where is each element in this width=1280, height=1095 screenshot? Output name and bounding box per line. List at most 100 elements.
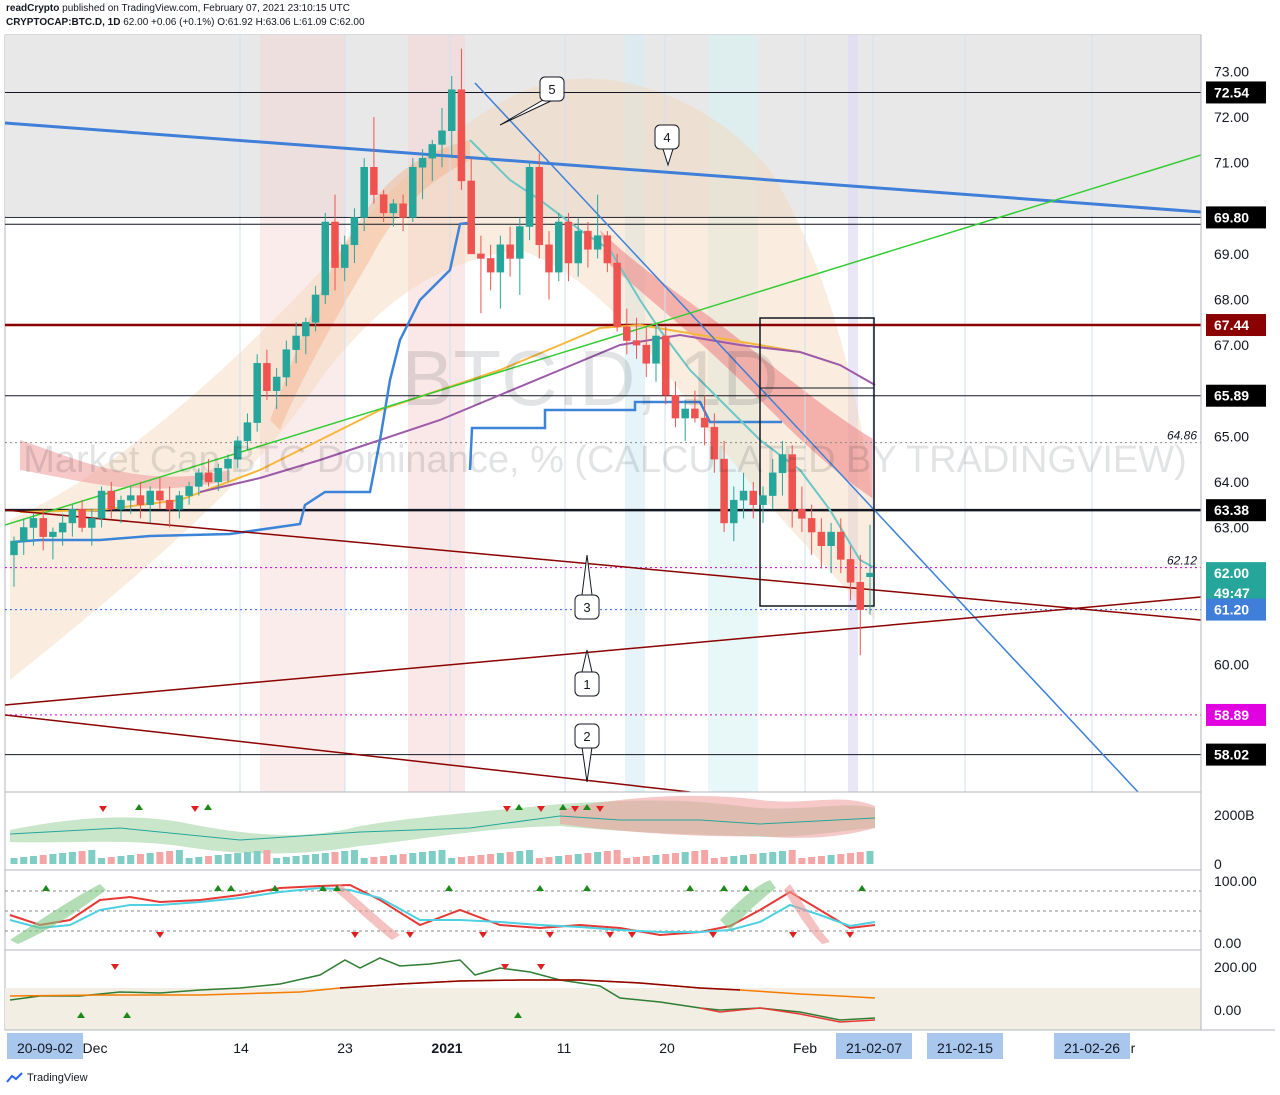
callout-2[interactable]: 2	[574, 723, 600, 783]
candle-body[interactable]	[720, 458, 728, 524]
candle-body[interactable]	[798, 509, 806, 519]
candle-body[interactable]	[457, 89, 466, 182]
tradingview-footer[interactable]: TradingView	[6, 1072, 88, 1084]
candle-body[interactable]	[117, 499, 125, 510]
candle-body[interactable]	[389, 203, 398, 214]
candle-body[interactable]	[224, 458, 232, 469]
candle-body[interactable]	[370, 166, 378, 195]
candle-body[interactable]	[428, 144, 437, 159]
candle-body[interactable]	[185, 486, 193, 496]
candle-body[interactable]	[730, 499, 738, 524]
candle-body[interactable]	[661, 335, 670, 396]
candle-body[interactable]	[778, 454, 787, 474]
candle-body[interactable]	[29, 518, 38, 528]
candle-body[interactable]	[272, 376, 281, 391]
candle-body[interactable]	[204, 472, 213, 483]
candle-body[interactable]	[10, 540, 18, 556]
candle-body[interactable]	[535, 166, 544, 246]
author-name[interactable]: readCrypto	[6, 3, 60, 14]
candle-body[interactable]	[632, 340, 641, 346]
candle-body[interactable]	[302, 322, 310, 337]
candle-body[interactable]	[19, 527, 28, 542]
candle-body[interactable]	[525, 166, 534, 227]
candle-body[interactable]	[156, 490, 164, 501]
candle-body[interactable]	[516, 226, 524, 259]
candle-body[interactable]	[214, 467, 223, 483]
candle-body[interactable]	[49, 531, 57, 537]
candle-body[interactable]	[545, 244, 553, 273]
candle-body[interactable]	[126, 495, 135, 501]
candle-body[interactable]	[623, 326, 631, 341]
candle-body[interactable]	[399, 203, 407, 218]
projection-box[interactable]	[759, 317, 875, 607]
candle-body[interactable]	[846, 559, 855, 583]
callout-1[interactable]: 1	[574, 649, 600, 697]
candle-body[interactable]	[759, 495, 767, 505]
candle-body[interactable]	[817, 531, 826, 546]
candle-body[interactable]	[282, 349, 291, 378]
candle-body[interactable]	[136, 495, 145, 505]
candle-body[interactable]	[88, 518, 96, 528]
candle-body[interactable]	[856, 581, 865, 610]
candle-body[interactable]	[418, 157, 427, 168]
candle-body[interactable]	[652, 335, 660, 364]
candle-body[interactable]	[58, 522, 67, 533]
candle-body[interactable]	[866, 572, 874, 578]
candle-body[interactable]	[253, 363, 261, 423]
candle-body[interactable]	[486, 258, 495, 273]
candle-body[interactable]	[739, 490, 748, 501]
candle-body[interactable]	[97, 490, 106, 519]
candle-body[interactable]	[438, 130, 446, 145]
candle-body[interactable]	[681, 408, 689, 419]
candle-body[interactable]	[292, 335, 300, 350]
candle-body[interactable]	[788, 454, 796, 510]
candle-body[interactable]	[603, 235, 612, 264]
candle-body[interactable]	[700, 417, 709, 428]
candle-body[interactable]	[642, 344, 651, 364]
candle-body[interactable]	[613, 262, 621, 328]
candle-body[interactable]	[807, 518, 816, 533]
candle-body[interactable]	[311, 294, 320, 323]
candle-body[interactable]	[496, 244, 505, 273]
candle-body[interactable]	[331, 221, 339, 268]
candle-body[interactable]	[165, 499, 174, 510]
candle-body[interactable]	[263, 363, 271, 391]
candle-body[interactable]	[768, 472, 777, 496]
candle-body[interactable]	[175, 495, 184, 510]
candle-body[interactable]	[593, 235, 602, 250]
price-axis[interactable]	[1201, 35, 1275, 1030]
candle-body[interactable]	[68, 509, 77, 524]
candle-body[interactable]	[827, 531, 835, 546]
candle-body[interactable]	[107, 490, 116, 510]
candle-body[interactable]	[39, 518, 47, 537]
candle-body[interactable]	[379, 194, 388, 214]
candle-body[interactable]	[360, 166, 368, 218]
candle-body[interactable]	[554, 221, 563, 273]
candle-body[interactable]	[78, 509, 86, 528]
candle-body[interactable]	[691, 408, 699, 419]
candle-body[interactable]	[233, 440, 242, 460]
candle-body[interactable]	[340, 244, 349, 268]
candle-body[interactable]	[321, 221, 330, 296]
candle-body[interactable]	[564, 221, 573, 264]
candle-body[interactable]	[506, 244, 514, 259]
candle-body[interactable]	[243, 422, 252, 442]
callout-4[interactable]: 4	[654, 124, 680, 167]
candle-body[interactable]	[574, 230, 582, 264]
candle-body[interactable]	[584, 230, 592, 250]
callout-5[interactable]: 5	[499, 76, 565, 126]
candle-body[interactable]	[749, 490, 758, 505]
stochastic-pane[interactable]	[4, 869, 1202, 951]
candle-body[interactable]	[477, 253, 485, 259]
candle-body[interactable]	[467, 180, 475, 255]
candle-body[interactable]	[671, 395, 680, 419]
callout-3[interactable]: 3	[574, 554, 600, 620]
price-chart[interactable]: 64.86 62.12 BTC.D, 1D Market Cap BTC Domin…	[0, 0, 1280, 1070]
candle-body[interactable]	[350, 217, 359, 246]
candle-body[interactable]	[146, 490, 154, 505]
candle-body[interactable]	[409, 166, 417, 218]
candle-body[interactable]	[195, 472, 203, 487]
candle-body[interactable]	[837, 531, 845, 560]
candle-body[interactable]	[447, 89, 456, 132]
candle-body[interactable]	[710, 426, 719, 460]
